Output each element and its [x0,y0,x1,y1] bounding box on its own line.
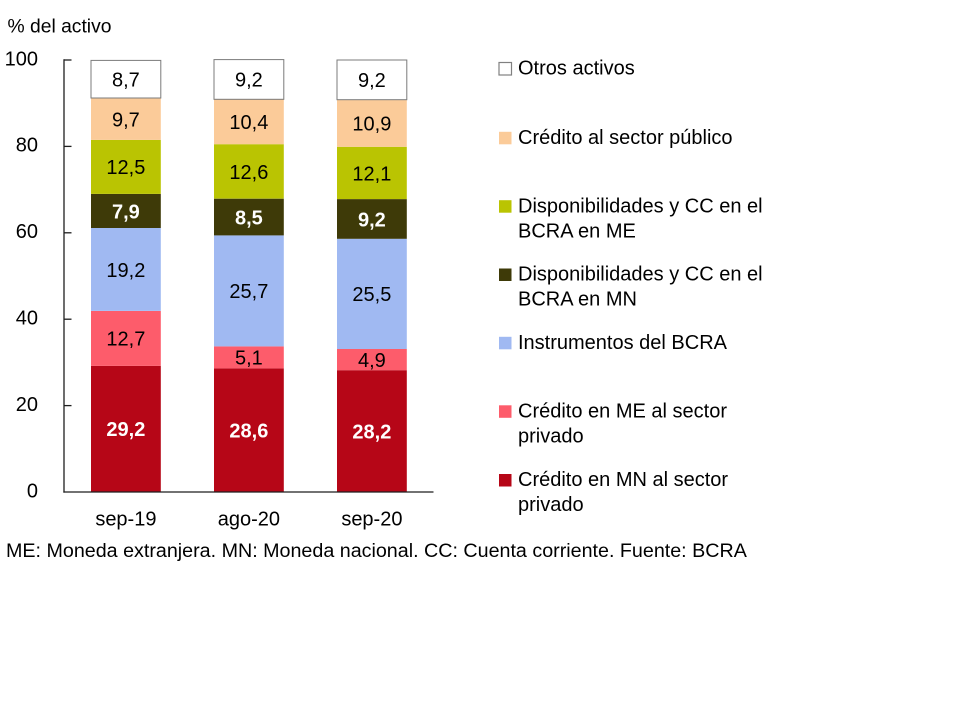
svg-text:20: 20 [16,394,38,416]
svg-text:80: 80 [16,135,38,157]
svg-text:sep-20: sep-20 [341,509,402,531]
svg-text:10,4: 10,4 [229,112,268,134]
svg-text:9,2: 9,2 [358,70,386,92]
svg-text:8,7: 8,7 [112,70,140,92]
svg-text:28,6: 28,6 [229,421,268,443]
svg-text:25,5: 25,5 [352,284,391,306]
svg-text:privado: privado [518,494,584,516]
svg-text:Crédito en ME al sector: Crédito en ME al sector [518,401,727,423]
svg-text:Crédito en MN al sector: Crédito en MN al sector [518,469,728,491]
svg-text:Disponibilidades y CC en el: Disponibilidades y CC en el [518,264,763,286]
svg-text:40: 40 [16,308,38,330]
svg-text:19,2: 19,2 [106,260,145,282]
svg-text:10,9: 10,9 [352,114,391,136]
svg-text:9,2: 9,2 [358,209,386,231]
svg-text:12,5: 12,5 [106,157,145,179]
svg-text:29,2: 29,2 [106,419,145,441]
svg-text:7,9: 7,9 [112,201,140,223]
svg-text:60: 60 [16,221,38,243]
svg-text:Disponibilidades y CC en el: Disponibilidades y CC en el [518,195,763,217]
svg-text:ME: Moneda extranjera. MN: Mon: ME: Moneda extranjera. MN: Moneda nacion… [6,540,748,562]
svg-text:25,7: 25,7 [229,281,268,303]
svg-text:5,1: 5,1 [235,348,263,370]
svg-text:12,6: 12,6 [229,162,268,184]
svg-text:ago-20: ago-20 [218,509,280,531]
svg-text:8,5: 8,5 [235,207,263,229]
svg-text:100: 100 [5,48,38,70]
svg-text:% del activo: % del activo [8,17,112,38]
svg-text:Otros activos: Otros activos [518,58,635,80]
svg-text:9,2: 9,2 [235,70,263,92]
svg-text:4,9: 4,9 [358,350,386,372]
svg-text:privado: privado [518,426,584,448]
svg-text:Instrumentos del BCRA: Instrumentos del BCRA [518,332,728,354]
svg-text:BCRA en MN: BCRA en MN [518,289,637,311]
svg-text:9,7: 9,7 [112,109,140,131]
svg-text:0: 0 [27,480,38,502]
svg-text:BCRA en ME: BCRA en ME [518,220,636,242]
svg-text:28,2: 28,2 [352,421,391,443]
svg-text:12,1: 12,1 [352,163,391,185]
svg-text:sep-19: sep-19 [95,509,156,531]
svg-text:12,7: 12,7 [106,329,145,351]
svg-text:Crédito al sector público: Crédito al sector público [518,127,733,149]
